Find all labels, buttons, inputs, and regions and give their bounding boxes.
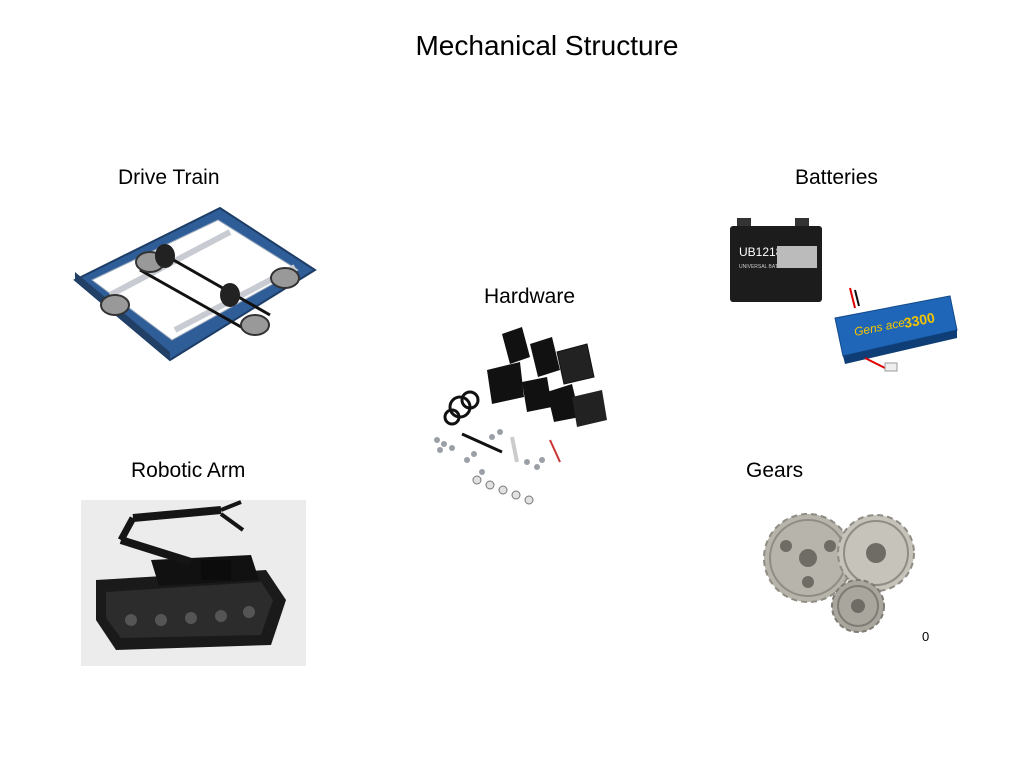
- slide-title: Mechanical Structure: [415, 30, 679, 61]
- drive-train-image: [70, 200, 320, 365]
- hardware-label: Hardware: [484, 285, 576, 308]
- sla-battery-model: UB12180: [739, 245, 789, 259]
- robotic-arm-image: [81, 500, 306, 666]
- batteries-image: UB12180 UNIVERSAL BATTERY Gens ace 3300: [725, 208, 965, 378]
- gears-image: [758, 508, 918, 633]
- sla-battery-sub: UNIVERSAL BATTERY: [739, 264, 792, 270]
- robotic-arm-label: Robotic Arm: [131, 459, 246, 482]
- stray-glyph: 0: [922, 629, 930, 644]
- gears-label: Gears: [746, 459, 804, 482]
- drive-train-label: Drive Train: [118, 166, 220, 189]
- lipo-capacity: 3300: [903, 309, 937, 331]
- batteries-label: Batteries: [795, 166, 878, 189]
- hardware-image: [422, 322, 622, 512]
